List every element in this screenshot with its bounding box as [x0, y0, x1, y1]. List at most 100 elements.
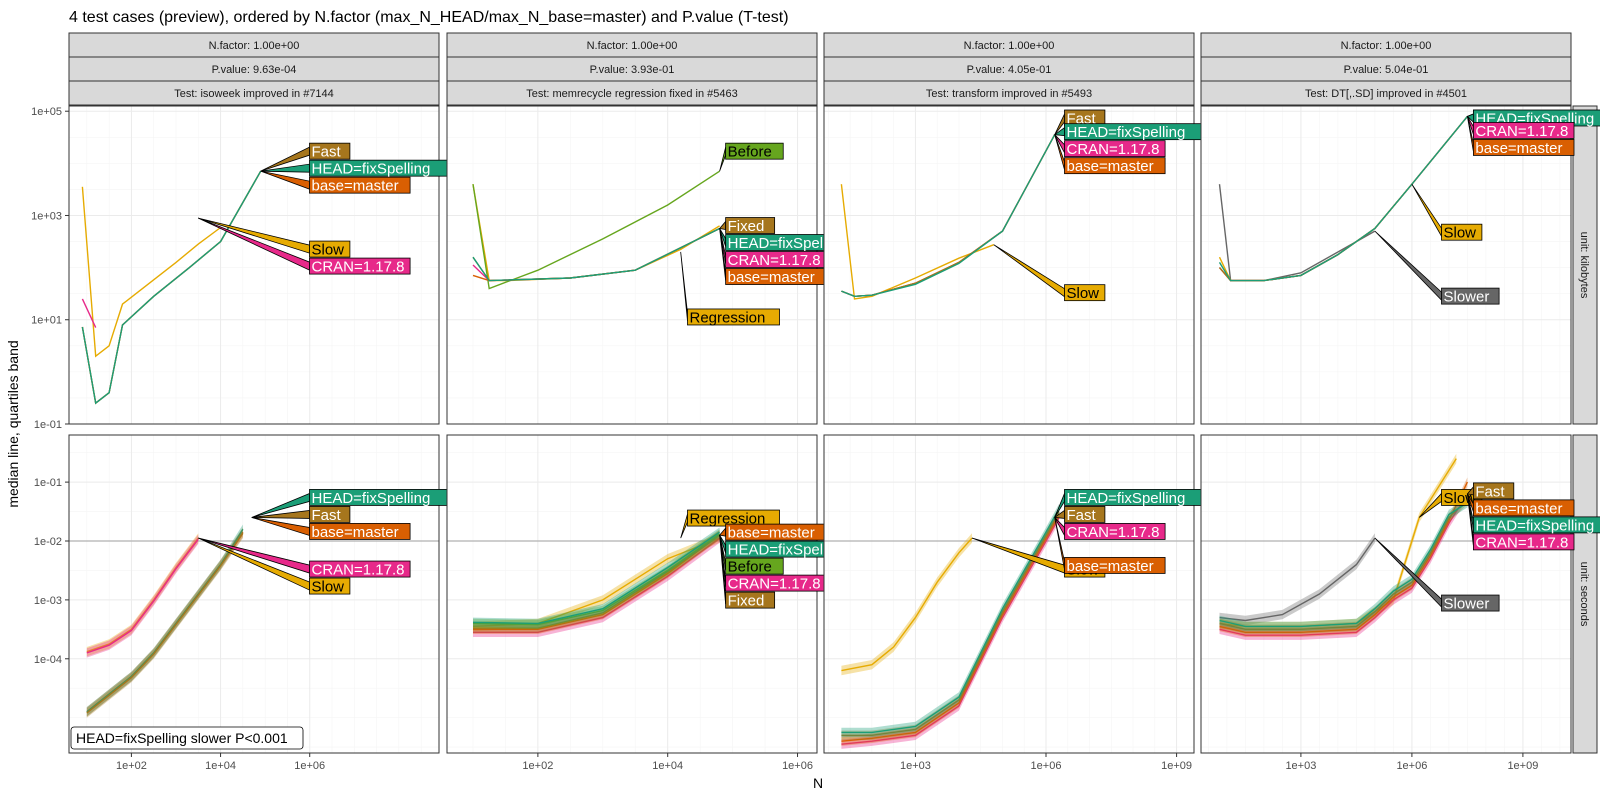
column-strip: P.value: 3.93e-01 — [446, 56, 818, 82]
y-tick-label: 1e-01 — [34, 477, 62, 489]
series-line — [81, 298, 97, 328]
series-line — [472, 533, 721, 626]
panel-background — [824, 435, 1194, 753]
panel-background — [69, 435, 439, 753]
column-strip-label: N.factor: 1.00e+00 — [209, 40, 300, 52]
label-box — [1441, 594, 1500, 612]
column-strip: N.factor: 1.00e+00 — [446, 32, 818, 58]
x-tick-label: 1e+06 — [1396, 760, 1427, 772]
column-strip-box — [446, 80, 818, 106]
row-strip: unit: kilobytes — [1572, 105, 1598, 425]
series-group — [1219, 453, 1469, 640]
series-group — [840, 134, 1056, 300]
x-tick-label: 1e+04 — [205, 760, 236, 772]
column-strip: Test: memrecycle regression fixed in #54… — [446, 80, 818, 106]
y-tick-label: 1e-04 — [34, 654, 62, 666]
label-text: Fast — [1067, 111, 1097, 128]
label-box — [1441, 287, 1500, 305]
facet-column: N.factor: 1.00e+00 P.value: 4.05e-01 Test:… — [823, 32, 1209, 772]
label-box — [687, 308, 780, 326]
label-box — [1473, 516, 1600, 534]
label-text: Regression — [690, 511, 766, 528]
series-line — [841, 537, 973, 672]
panel-background — [1201, 106, 1571, 424]
label-text: CRAN=1.17.8 — [1067, 141, 1160, 158]
series-line — [472, 227, 720, 282]
series-group — [1218, 115, 1468, 282]
label-box — [1064, 523, 1166, 540]
series-group — [472, 527, 721, 637]
annotation-box — [70, 726, 304, 750]
label-text: base=master — [1475, 140, 1562, 157]
quartile-band — [86, 527, 243, 717]
quartile-band — [86, 534, 199, 658]
label-text: Before — [728, 559, 772, 576]
label-box — [309, 142, 351, 160]
x-tick-label: 1e+06 — [1031, 760, 1062, 772]
series-line — [1219, 499, 1468, 630]
series-line — [473, 534, 721, 630]
series-line — [1218, 184, 1376, 282]
x-tick-label: 1e+09 — [1507, 760, 1538, 772]
column-strip: P.value: 9.63e-04 — [68, 56, 440, 82]
series-group — [841, 503, 1060, 749]
label-group: Slow Fastbase=masterHEAD=fixSpellingCRAN=… — [1374, 482, 1600, 613]
quartile-band — [86, 533, 199, 657]
series-line — [86, 537, 199, 653]
label-text: CRAN=1.17.8 — [1475, 123, 1568, 140]
column-strip: Test: DT[,.SD] improved in #4501 — [1200, 80, 1572, 106]
quartile-band — [86, 528, 243, 718]
label-text: CRAN=1.17.8 — [728, 576, 821, 593]
label-text: Slower — [1444, 289, 1490, 306]
quartile-band — [473, 533, 720, 632]
column-strip-label: N.factor: 1.00e+00 — [587, 40, 678, 52]
chart-title: 4 test cases (preview), ordered by N.fac… — [69, 9, 789, 26]
label-text: Regression — [690, 309, 766, 326]
series-line — [1218, 115, 1468, 282]
label-text: base=master — [728, 525, 815, 542]
label-text: base=master — [1067, 158, 1154, 175]
y-tick-label: 1e+05 — [31, 106, 62, 118]
label-box — [1473, 482, 1515, 500]
label-text: HEAD=fixSpelling — [728, 235, 847, 252]
y-tick-label: 1e-01 — [34, 419, 62, 431]
quartile-band — [473, 529, 720, 630]
label-box — [1064, 557, 1166, 574]
label-box — [725, 557, 784, 575]
panel-border — [823, 434, 1195, 754]
label-text: Fixed — [728, 218, 765, 235]
x-tick-label: 1e+02 — [522, 760, 553, 772]
memory-panel — [1200, 105, 1572, 425]
label-group: Before FixedHEAD=fixSpellingCRAN=1.17.8ba… — [680, 142, 870, 326]
label-box — [309, 577, 351, 595]
label-text: HEAD=fixSpelling — [312, 490, 431, 507]
label-box — [725, 591, 776, 609]
panel-border — [446, 434, 818, 754]
label-text: Slower — [1444, 596, 1490, 613]
label-text: CRAN=1.17.8 — [312, 259, 405, 276]
series-line — [841, 517, 1060, 745]
series-line — [472, 170, 720, 290]
series-group — [86, 524, 244, 718]
column-strip: P.value: 5.04e-01 — [1200, 56, 1572, 82]
label-text: CRAN=1.17.8 — [728, 252, 821, 269]
column-strip-box — [1200, 80, 1572, 106]
y-tick-label: 1e-02 — [34, 536, 62, 548]
label-text: CRAN=1.17.8 — [1067, 524, 1160, 541]
row-strip-box — [1572, 434, 1598, 754]
row-strip-label: unit: kilobytes — [1578, 232, 1590, 299]
series-group — [472, 170, 720, 290]
label-text: HEAD=fixSpelling — [1475, 517, 1594, 534]
panel-border — [68, 434, 440, 754]
quartile-band — [86, 524, 243, 717]
time-panel — [823, 434, 1195, 754]
label-text: CRAN=1.17.8 — [1475, 534, 1568, 551]
series-line — [86, 532, 244, 714]
series-line — [1219, 502, 1468, 628]
column-strip: N.factor: 1.00e+00 — [68, 32, 440, 58]
label-box — [1441, 223, 1483, 241]
column-strip: P.value: 4.05e-01 — [823, 56, 1195, 82]
label-text: base=master — [1475, 500, 1562, 517]
label-text: HEAD=fixSpelling — [1067, 124, 1186, 141]
series-line — [841, 508, 1060, 734]
